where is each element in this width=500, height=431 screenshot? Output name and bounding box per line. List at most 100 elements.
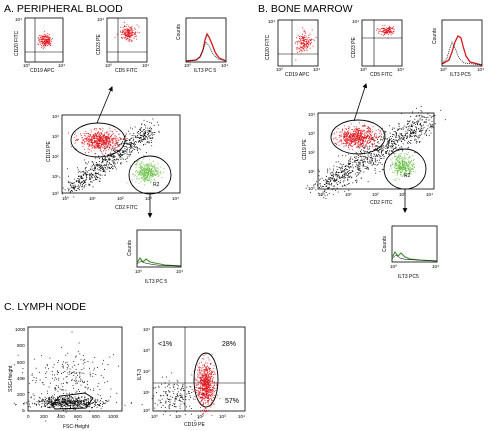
svg-text:10¹: 10¹ [52, 174, 59, 179]
svg-text:400: 400 [17, 376, 25, 381]
a-plot-cd19-cd2: R2 CD2 FITC CD19 PE 10⁰ 10¹ 10² 10³ 10⁴ … [46, 114, 181, 211]
svg-text:1000: 1000 [108, 414, 119, 419]
svg-text:600: 600 [17, 360, 25, 365]
svg-text:10⁴: 10⁴ [97, 17, 104, 22]
svg-text:10⁴: 10⁴ [268, 19, 275, 24]
svg-text:10⁴: 10⁴ [221, 63, 228, 68]
svg-text:10⁴: 10⁴ [58, 63, 65, 68]
svg-text:10⁴: 10⁴ [426, 192, 433, 197]
svg-text:10³: 10³ [52, 134, 59, 139]
a-arrow-up [96, 86, 113, 124]
b-black-diagonal-population [305, 105, 446, 199]
svg-text:10²: 10² [308, 150, 315, 155]
a-r2-counts-label: Counts [127, 240, 133, 256]
svg-text:600: 600 [74, 414, 82, 419]
a-red-cd19-population [68, 127, 128, 156]
a-cd20fitc-label: CD20 FITC [14, 30, 20, 56]
svg-text:10¹: 10¹ [345, 192, 352, 197]
c-ssc-scatter-sparse [10, 331, 126, 422]
c-fsc-label: FSC-Height [63, 424, 90, 430]
svg-text:10⁴: 10⁴ [432, 264, 439, 269]
a-cd5fitc-label: CD5 FITC [115, 68, 138, 74]
svg-text:0: 0 [27, 414, 30, 419]
a-plot-cd20-cd19: CD19 APC CD20 FITC [14, 17, 64, 74]
svg-text:10⁰: 10⁰ [360, 67, 367, 72]
c-lymphocyte-gate [51, 392, 94, 410]
svg-text:10⁴: 10⁴ [142, 63, 149, 68]
b-plot-ilt3-r2-histogram: ILT3 PC5 Counts 10⁰ 10⁴ [382, 225, 439, 280]
svg-text:0: 0 [22, 408, 25, 413]
b-cd20-red-cluster [295, 27, 317, 61]
a-r2-ilt3-label: ILT3 PC 5 [145, 279, 167, 285]
c-pct-lower-right: 57% [225, 398, 239, 405]
svg-text:10³: 10³ [145, 196, 152, 201]
b-r2-counts-label: Counts [382, 236, 388, 252]
svg-text:800: 800 [92, 414, 100, 419]
svg-text:10⁰: 10⁰ [318, 192, 325, 197]
svg-text:10⁰: 10⁰ [105, 63, 112, 68]
c-plot-ilt3-cd19: <1% 28% 57% ILT-3 CD19 PE 10⁰ 10¹ 10² 10… [137, 326, 246, 428]
a-cd19apc-label: CD19 APC [30, 68, 55, 74]
c-red-cd19-population [191, 353, 221, 421]
a-cd20-red-cluster [37, 31, 53, 50]
svg-text:10⁰: 10⁰ [390, 264, 397, 269]
b-gate-r2-label: R2 [404, 173, 411, 179]
svg-text:200: 200 [17, 392, 25, 397]
svg-text:10²: 10² [117, 196, 124, 201]
b-cd23pe-label: CD23 PE [351, 36, 357, 58]
svg-text:10³: 10³ [399, 192, 406, 197]
b-cd19apc-label: CD19 APC [285, 72, 310, 78]
a-plot-ilt3-r2-histogram: ILT3 PC 5 Counts 10⁰ 10⁴ [127, 229, 183, 285]
c-pct-upper-left: <1% [158, 341, 172, 348]
a-gate-cd19 [70, 122, 126, 158]
b-cd23-red-cluster [376, 24, 395, 39]
a-black-diagonal-population [59, 118, 160, 198]
c-cd19pe-label: CD19 PE [184, 422, 206, 428]
b-small-ticks: 10⁰ 10⁴ 10⁴ 10⁰ 10⁴ 10⁴ 10⁰ 10⁴ [268, 19, 484, 72]
a-green-cd2-population [126, 157, 165, 187]
svg-text:10¹: 10¹ [89, 196, 96, 201]
b-cd2fitc-label: CD2 FITC [370, 200, 393, 206]
b-arrow-up [353, 83, 368, 122]
b-cd19pe-label: CD19 PE [302, 138, 308, 160]
svg-text:10⁰: 10⁰ [62, 196, 69, 201]
svg-text:10³: 10³ [308, 131, 315, 136]
b-gate-cd19 [330, 119, 386, 155]
svg-text:400: 400 [57, 414, 65, 419]
b-plot-cd20-cd19: CD19 APC CD20 FITC [265, 19, 319, 78]
svg-text:800: 800 [17, 343, 25, 348]
b-plot-ilt3-histogram: ILT3 PC5 Counts [432, 19, 483, 78]
b-counts-label: Counts [432, 28, 438, 44]
a-cd19pe-label: CD19 PE [46, 140, 52, 162]
svg-text:10⁴: 10⁴ [477, 67, 484, 72]
svg-text:10⁰: 10⁰ [184, 63, 191, 68]
a-ilt3-label: ILT3 PC 5 [194, 68, 216, 74]
a-gate-r2-label: R2 [153, 182, 160, 188]
c-gate-cd19 [193, 352, 219, 408]
svg-text:10⁰: 10⁰ [440, 67, 447, 72]
c-ssc-scatter-dense [13, 394, 132, 412]
svg-text:10⁴: 10⁴ [52, 114, 59, 119]
c-ssc-label: SSC-Height [8, 365, 14, 392]
b-red-cd19-population [331, 122, 384, 151]
svg-text:10⁰: 10⁰ [23, 63, 30, 68]
a-cd23pe-label: CD23 PE [96, 33, 102, 55]
a-cd2fitc-label: CD2 FITC [115, 205, 138, 211]
b-plot-cd23-cd5: CD5 FITC CD23 PE [351, 19, 403, 78]
a-small-ticks: 10⁰ 10⁴ 10⁴ 10⁰ 10⁴ 10⁴ 10⁰ 10⁴ [15, 17, 228, 68]
svg-text:10⁴: 10⁴ [176, 269, 183, 274]
svg-text:10⁴: 10⁴ [172, 196, 179, 201]
panel-b-title: B. BONE MARROW [258, 3, 353, 15]
b-ilt3-label: ILT3 PC5 [450, 72, 471, 78]
b-cd5fitc-label: CD5 FITC [370, 72, 393, 78]
svg-text:10⁴: 10⁴ [397, 67, 404, 72]
c-ilt3-label: ILT-3 [137, 369, 143, 380]
a-cd23-red-cluster [114, 21, 140, 42]
b-cd20fitc-label: CD20 FITC [265, 34, 271, 60]
b-green-cd2-population [388, 148, 417, 181]
svg-text:10¹: 10¹ [308, 169, 315, 174]
c-black-background [141, 372, 203, 416]
svg-text:10⁰: 10⁰ [135, 269, 142, 274]
svg-text:10⁰: 10⁰ [276, 67, 283, 72]
